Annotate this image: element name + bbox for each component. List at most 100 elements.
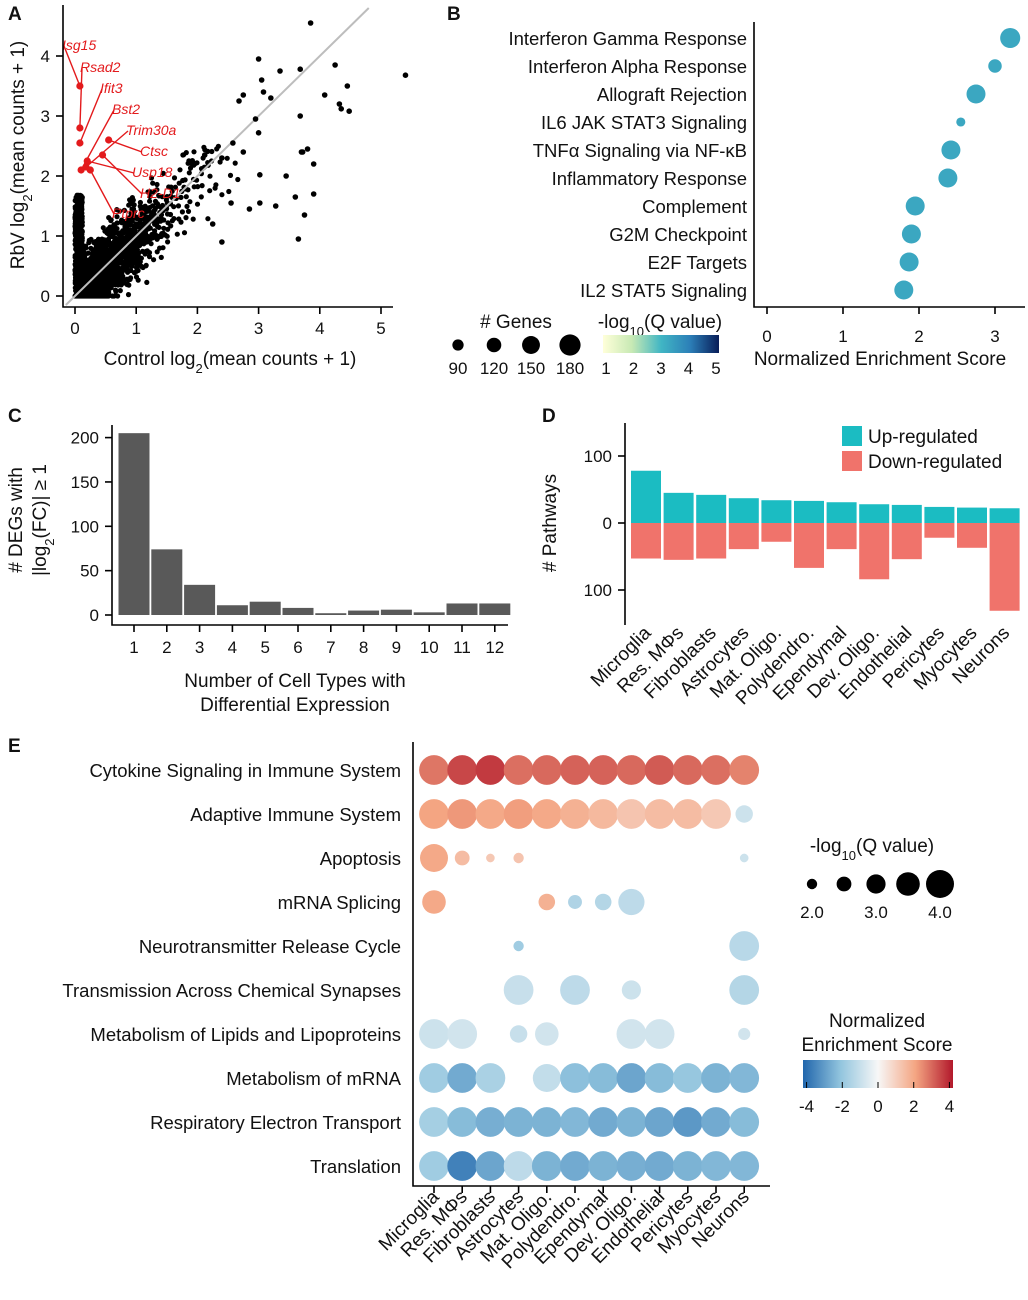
panel-a-outlier-point bbox=[295, 236, 302, 242]
up-regulated-bar bbox=[891, 504, 922, 523]
x-tick-label: 1 bbox=[129, 638, 138, 657]
enrichment-dot bbox=[531, 755, 562, 785]
enrichment-dot bbox=[486, 853, 495, 863]
y-tick-label: 200 bbox=[71, 429, 99, 448]
enrichment-dot bbox=[447, 755, 478, 785]
panel-c-y-ticks: 0 50 100 150 200 bbox=[71, 429, 112, 625]
panel-b-x-axis-label: Normalized Enrichment Score bbox=[754, 349, 1006, 370]
size-legend-label: 90 bbox=[449, 359, 468, 378]
gene-point bbox=[86, 166, 94, 174]
panel-e-pathway-labels: Cytokine Signaling in Immune System Adapt… bbox=[62, 760, 401, 1177]
enrichment-dot bbox=[419, 1063, 449, 1093]
enrichment-dot bbox=[729, 755, 760, 785]
panel-a-outlier-point bbox=[246, 206, 253, 212]
enrichment-dot bbox=[644, 1019, 675, 1049]
pathway-label: Interferon Alpha Response bbox=[528, 56, 747, 77]
enrichment-dot bbox=[475, 1107, 506, 1137]
enrichment-dot bbox=[672, 755, 703, 785]
gene-label: Rsad2 bbox=[80, 59, 121, 75]
enrichment-dot bbox=[644, 1063, 675, 1093]
color-legend-tick: 0 bbox=[873, 1097, 882, 1116]
color-legend-tick: -2 bbox=[835, 1097, 850, 1116]
panel-a-outlier-point bbox=[298, 149, 305, 155]
panel-c-label: C bbox=[8, 406, 22, 427]
enrichment-dot bbox=[616, 799, 647, 829]
enrichment-dot bbox=[447, 1151, 478, 1181]
enrichment-dot bbox=[701, 1063, 731, 1093]
gene-label: Ifit3 bbox=[100, 80, 123, 96]
deg-bar bbox=[118, 433, 150, 615]
size-legend-dot bbox=[926, 870, 954, 898]
enrichment-dot bbox=[616, 1019, 647, 1049]
gene-point bbox=[76, 82, 84, 90]
x-tick-label: 3 bbox=[254, 319, 263, 338]
panel-c-bars bbox=[118, 433, 511, 615]
panel-a-outlier-point bbox=[304, 146, 311, 152]
panel-a-outlier-point bbox=[258, 77, 265, 83]
pathway-label: Metabolism of mRNA bbox=[226, 1068, 401, 1089]
enrichment-dot bbox=[616, 755, 647, 785]
up-regulated-bar bbox=[859, 504, 890, 523]
panel-a-cloud-points bbox=[72, 143, 241, 299]
x-tick-label: 3 bbox=[195, 638, 204, 657]
enrichment-dot bbox=[739, 853, 749, 863]
enrichment-dot bbox=[531, 1151, 562, 1181]
down-regulated-bar bbox=[696, 523, 727, 559]
panel-a-outlier-point bbox=[260, 89, 267, 95]
panel-a-outlier-point bbox=[297, 113, 304, 119]
enrichment-dot bbox=[475, 1063, 506, 1093]
panel-a-x-axis-label: Control log2(mean counts + 1) bbox=[104, 349, 357, 376]
pathway-label: Cytokine Signaling in Immune System bbox=[89, 760, 401, 781]
x-tick-label: 10 bbox=[420, 638, 439, 657]
enrichment-dot bbox=[701, 1107, 731, 1137]
panel-a-point-cloud bbox=[72, 143, 241, 299]
up-regulated-bar bbox=[957, 507, 987, 523]
down-regulated-bar bbox=[957, 523, 987, 548]
panel-a-outlier-point bbox=[272, 203, 279, 209]
enrichment-dot bbox=[419, 1151, 449, 1181]
panel-c-x-axis-label-line2: Differential Expression bbox=[200, 695, 390, 716]
x-tick-label: 1 bbox=[131, 319, 140, 338]
up-regulated-bar bbox=[989, 508, 1020, 523]
enrichment-dot bbox=[729, 1063, 760, 1093]
size-legend-label: 120 bbox=[480, 359, 508, 378]
enrichment-dot bbox=[475, 755, 506, 785]
enrichment-dot bbox=[509, 1025, 528, 1043]
pathway-label: TNFα Signaling via NF-κB bbox=[533, 140, 747, 161]
up-regulated-bar bbox=[826, 502, 857, 523]
panel-a-y-ticks: 0 1 2 3 4 bbox=[41, 47, 63, 306]
panel-b-label: B bbox=[447, 4, 461, 25]
panel-a-outlier-point bbox=[255, 56, 262, 62]
enrichment-dot bbox=[560, 1063, 590, 1093]
down-regulated-bar bbox=[663, 523, 694, 560]
enrichment-dot bbox=[729, 1107, 760, 1137]
panel-b-color-bar bbox=[603, 335, 719, 353]
panel-d-bars bbox=[631, 470, 1020, 611]
x-tick-label: 4 bbox=[315, 319, 324, 338]
enrichment-dot bbox=[701, 1151, 731, 1181]
gene-leader-line bbox=[85, 130, 129, 168]
color-legend-tick: 2 bbox=[909, 1097, 918, 1116]
panel-b: B Interferon Gamma Response Interferon Al… bbox=[447, 4, 1025, 378]
color-legend-tick: 3 bbox=[656, 359, 665, 378]
gene-label: H2-D1 bbox=[140, 185, 180, 201]
x-tick-label: 5 bbox=[260, 638, 269, 657]
panel-a-outlier-point bbox=[310, 161, 317, 167]
enrichment-dot bbox=[729, 931, 760, 961]
pathway-label: Adaptive Immune System bbox=[190, 804, 401, 825]
enrichment-dot bbox=[560, 1151, 590, 1181]
gene-label: Ptprc bbox=[112, 205, 145, 221]
panel-a-highlighted-genes: Isg15 Rsad2 Ifit3 Bst2 Trim30a Ctsc Usp18 H2-D1… bbox=[62, 37, 180, 221]
enrichment-dot bbox=[560, 755, 590, 785]
down-regulated-bar bbox=[761, 523, 792, 542]
panel-e-axes bbox=[412, 742, 770, 1187]
up-regulated-bar bbox=[761, 500, 792, 523]
panel-a-outlier-point bbox=[277, 68, 283, 74]
color-legend-tick: 4 bbox=[684, 359, 693, 378]
gene-leader-line bbox=[63, 45, 81, 87]
panel-c-x-axis-label-line1: Number of Cell Types with bbox=[184, 671, 405, 692]
y-tick-label: 150 bbox=[71, 473, 99, 492]
panel-e-label: E bbox=[8, 736, 21, 757]
gene-leader-line bbox=[102, 154, 143, 195]
